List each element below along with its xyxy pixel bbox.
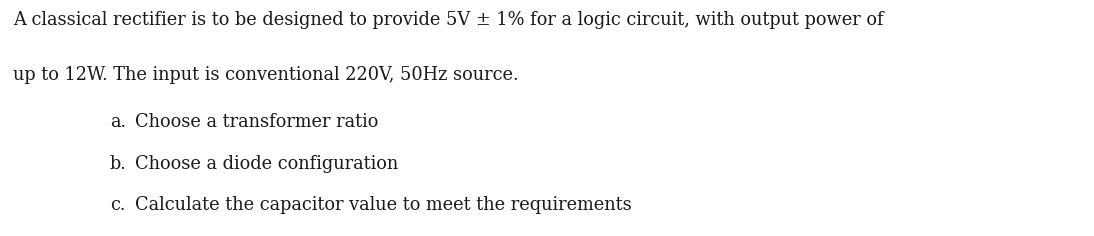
Text: a.: a.	[109, 113, 126, 131]
Text: Choose a diode configuration: Choose a diode configuration	[135, 155, 398, 173]
Text: b.: b.	[109, 155, 126, 173]
Text: Calculate the capacitor value to meet the requirements: Calculate the capacitor value to meet th…	[135, 196, 631, 214]
Text: up to 12W. The input is conventional 220V, 50Hz source.: up to 12W. The input is conventional 220…	[13, 66, 519, 84]
Text: A classical rectifier is to be designed to provide 5V ± 1% for a logic circuit, : A classical rectifier is to be designed …	[13, 11, 884, 29]
Text: Choose a transformer ratio: Choose a transformer ratio	[135, 113, 377, 131]
Text: c.: c.	[110, 196, 126, 214]
